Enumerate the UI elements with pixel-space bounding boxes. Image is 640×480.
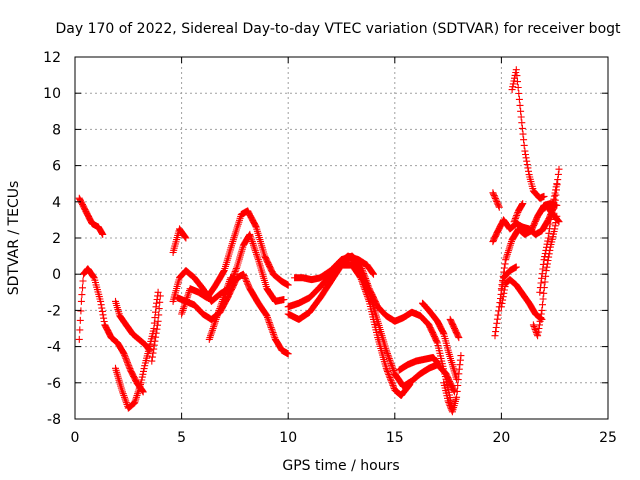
- data-point-markers: [489, 189, 503, 211]
- series-arc-j: [205, 274, 241, 343]
- data-point-markers: [169, 225, 190, 256]
- y-tick-label: -4: [47, 340, 61, 356]
- data-point-markers: [205, 274, 241, 343]
- series-arc-q: [440, 352, 465, 416]
- series-arc-x: [508, 66, 548, 202]
- series-arc-a: [75, 194, 107, 238]
- x-tick-label: 15: [386, 430, 404, 446]
- series-arc-s: [491, 263, 520, 340]
- y-tick-label: 4: [52, 195, 61, 211]
- series-arc-p: [419, 299, 461, 383]
- series-arc-u: [489, 189, 503, 211]
- series-arc-r: [446, 315, 463, 342]
- data-point-markers: [497, 276, 546, 323]
- y-axis-label: SDTVAR / TECUs: [6, 181, 22, 296]
- series-arc-b: [75, 265, 147, 396]
- y-tick-label: 8: [52, 122, 61, 138]
- series-arc-h: [178, 207, 292, 318]
- y-tick-label: -2: [47, 303, 61, 319]
- y-tick-label: 0: [52, 267, 61, 283]
- x-tick-label: 10: [279, 430, 297, 446]
- series-arc-d: [112, 297, 154, 354]
- grid: [75, 57, 608, 419]
- data-point-markers: [446, 315, 463, 342]
- data-point-markers: [75, 265, 147, 396]
- x-tick-label: 5: [177, 430, 186, 446]
- series-arc-o: [395, 354, 441, 374]
- series-arc-y: [510, 200, 527, 226]
- y-tick-label: 2: [52, 231, 61, 247]
- series-arc-v: [497, 276, 546, 323]
- data-point-markers: [173, 270, 292, 358]
- y-tick-label: 10: [43, 86, 61, 102]
- series-arc-i: [173, 270, 292, 358]
- data-point-markers: [148, 292, 164, 365]
- data-point-markers: [75, 194, 107, 238]
- data-point-markers: [529, 212, 561, 340]
- series-arc-f: [169, 225, 190, 256]
- series-arc-l: [284, 261, 414, 399]
- x-axis-label: GPS time / hours: [282, 458, 399, 474]
- series-arc-ab: [538, 201, 563, 226]
- chart-title: Day 170 of 2022, Sidereal Day-to-day VTE…: [55, 21, 621, 37]
- data-point-markers: [538, 201, 563, 226]
- series-arc-e: [148, 292, 164, 365]
- data-point-markers: [323, 252, 377, 282]
- series-arc-n: [323, 252, 377, 282]
- data-point-markers: [440, 352, 465, 416]
- data-point-markers: [284, 261, 414, 399]
- data-series: [75, 66, 563, 416]
- y-tick-label: 12: [43, 50, 61, 66]
- data-point-markers: [395, 354, 441, 374]
- x-tick-label: 0: [71, 430, 80, 446]
- data-point-markers: [508, 66, 548, 202]
- data-point-markers: [112, 297, 154, 354]
- data-point-markers: [510, 200, 527, 226]
- x-tick-label: 25: [599, 430, 617, 446]
- y-tick-label: -8: [47, 412, 61, 428]
- series-arc-z: [529, 212, 561, 340]
- data-point-markers: [178, 207, 292, 318]
- data-point-markers: [491, 263, 520, 340]
- x-tick-label: 20: [492, 430, 510, 446]
- y-tick-label: 6: [52, 159, 61, 175]
- y-tick-label: -6: [47, 376, 61, 392]
- axis-ticks: 0 5 10 15 20 25 -8 -6 -4 -2 0 2 4 6 8 10 12: [43, 50, 617, 446]
- data-point-markers: [419, 299, 461, 383]
